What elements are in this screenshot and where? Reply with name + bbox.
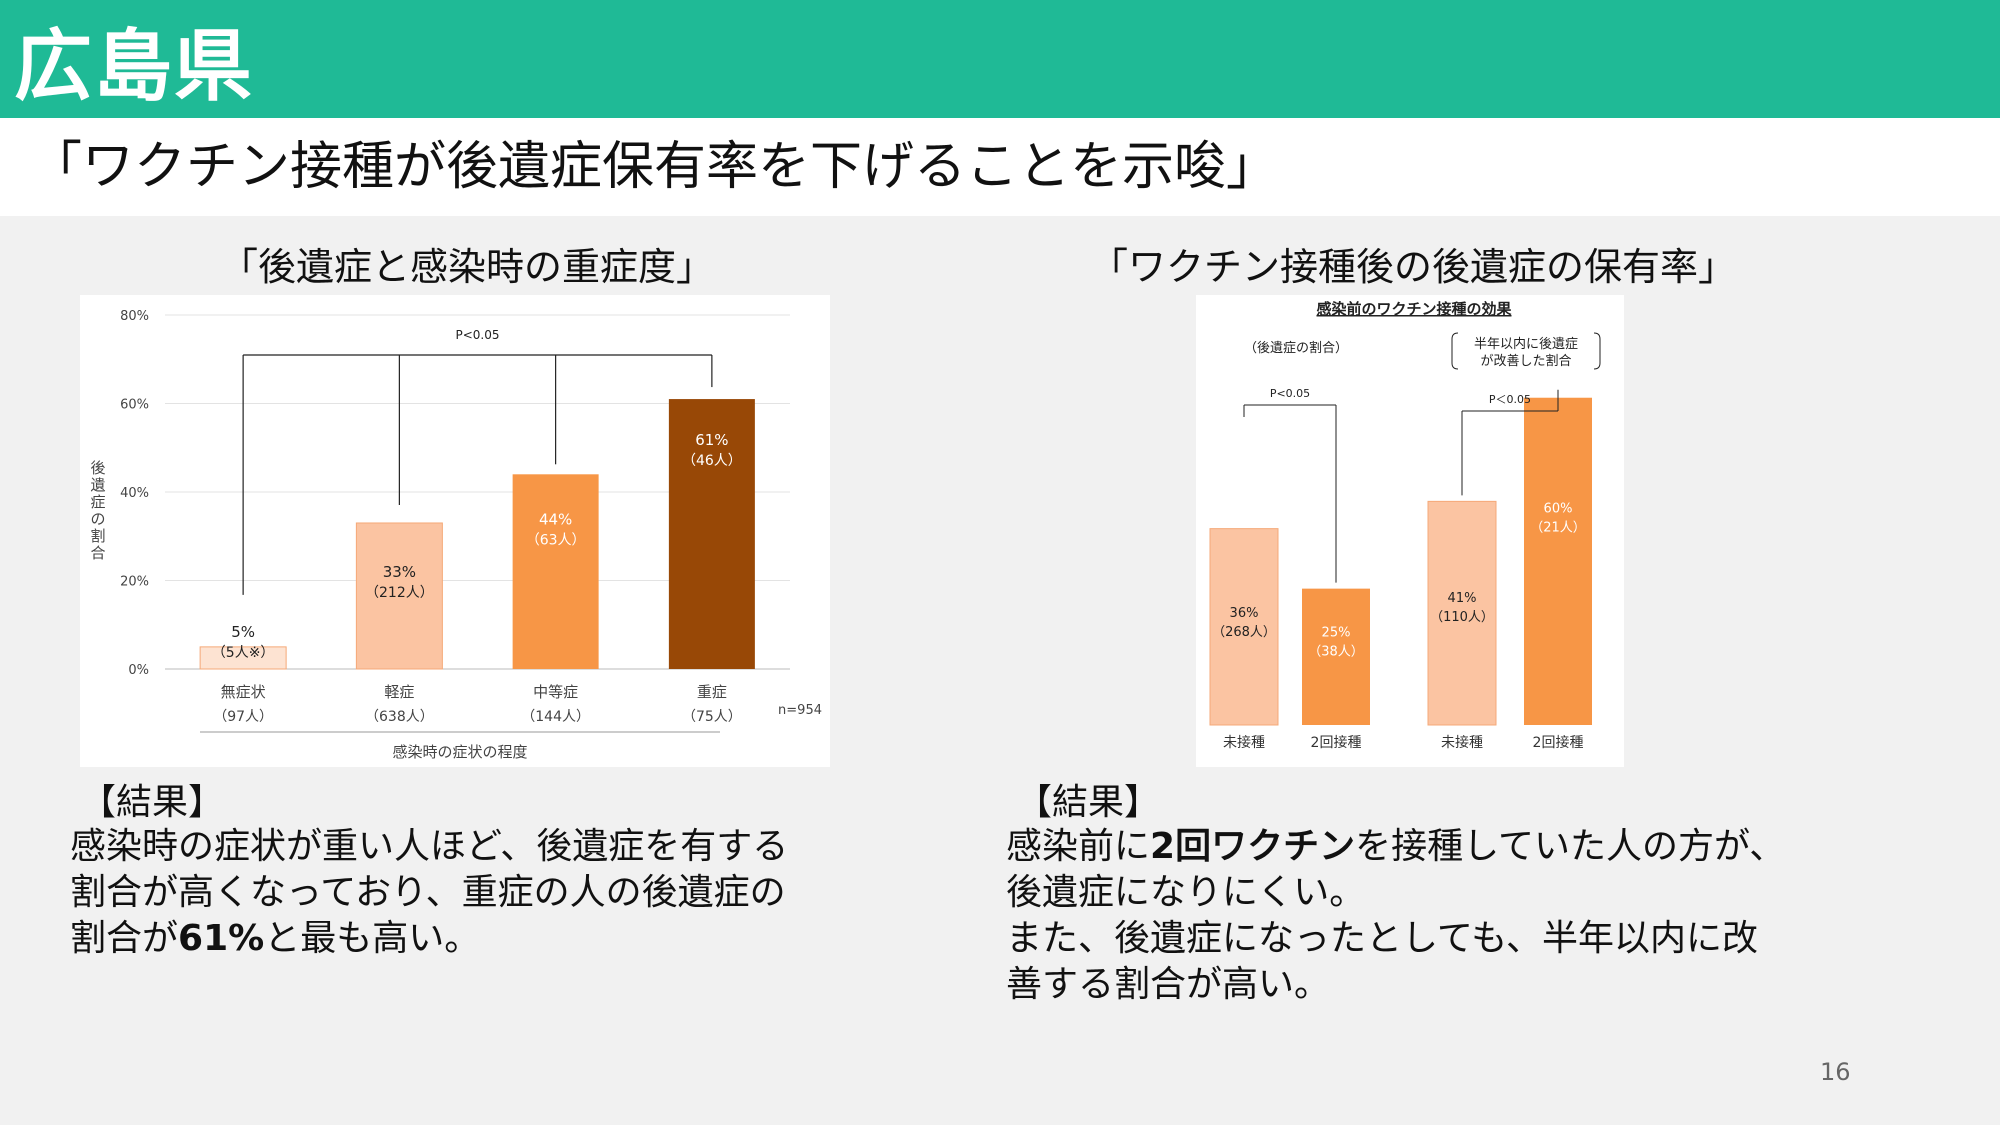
- c1-ylabel-char: 症: [90, 493, 105, 511]
- c1-ytick-label: 20%: [120, 575, 149, 590]
- slide-subtitle: 「ワクチン接種が後遺症保有率を下げることを示唆」: [30, 137, 1279, 197]
- c1-value-label: 33%: [383, 563, 416, 581]
- c2-value-label: 60%: [1544, 501, 1573, 516]
- c1-count-label: （5人※）: [212, 645, 275, 661]
- c2-bar-0-未接種: [1209, 528, 1279, 726]
- left-result-body: 感染時の症状が重い人ほど、後遺症を有する 割合が高くなっており、重症の人の後遺症…: [70, 824, 788, 962]
- right-result-line-3: また、後遺症になったとしても、半年以内に改: [1006, 918, 1759, 959]
- c2-group2-bracket-left: [1451, 332, 1459, 370]
- c1-p-value: P<0.05: [455, 328, 499, 342]
- c1-value-label: 5%: [231, 623, 255, 641]
- subtitle-band: [0, 118, 2000, 216]
- c1-ytick-label: 0%: [128, 663, 149, 678]
- c2-count-label: （21人）: [1530, 520, 1586, 535]
- c1-category-count: （75人）: [682, 709, 742, 725]
- right-result-body: 感染前に2回ワクチンを接種していた人の方が、 後遺症になりにくい。 また、後遺症…: [1006, 824, 1785, 1008]
- vaccine-chart: 感染前のワクチン接種の効果 （後遺症の割合） 半年以内に後遺症 が改善した割合 36%…: [1196, 295, 1624, 767]
- prefecture-title: 広島県: [14, 22, 255, 112]
- c1-value-label: 44%: [539, 510, 572, 528]
- c1-ytick-label: 40%: [120, 486, 149, 501]
- c2-value-label: 41%: [1448, 591, 1477, 606]
- left-result-line-3: 割合が61%と最も高い。: [70, 916, 788, 962]
- c1-ylabel-char: の: [90, 510, 105, 528]
- right-result-line-1-pre: 感染前に: [1006, 826, 1151, 867]
- c2-bar-1-2回接種: [1524, 397, 1592, 725]
- c2-significance-brackets: [1243, 389, 1559, 583]
- c1-bar-重症: [668, 399, 755, 669]
- left-panel-title: 「後遺症と感染時の重症度」: [220, 245, 715, 289]
- c1-count-label: （46人）: [682, 453, 742, 469]
- c2-value-label: 25%: [1322, 625, 1351, 640]
- c1-ylabel-char: 後: [90, 459, 105, 477]
- c2-title: 感染前のワクチン接種の効果: [1316, 300, 1512, 318]
- c1-category-label: 無症状: [221, 683, 266, 701]
- left-result-heading: 【結果】: [80, 782, 225, 823]
- c1-category-count: （638人）: [365, 709, 434, 725]
- c2-p-value: P＜0.05: [1489, 393, 1531, 406]
- c1-bar-無症状: [199, 646, 287, 670]
- right-panel-title: 「ワクチン接種後の後遺症の保有率」: [1090, 245, 1737, 289]
- c1-significance-brackets: [242, 354, 713, 595]
- c1-bar-中等症: [512, 474, 599, 669]
- c2-bar-0-2回接種: [1302, 588, 1370, 725]
- left-result-line-3-pre: 割合が: [70, 918, 179, 959]
- right-result-line-4: 善する割合が高い。: [1006, 964, 1331, 1005]
- c2-count-label: （38人）: [1308, 644, 1364, 659]
- c1-y-ticks: 0% 20% 40% 60% 80%: [120, 309, 149, 678]
- c1-category-label: 中等症: [533, 683, 578, 701]
- severity-chart-svg: 0% 20% 40% 60% 80% 5% （5人※） 無症状 （97人） 33% （212人） 軽…: [90, 309, 822, 761]
- c2-group2-label-line1: 半年以内に後遺症: [1474, 336, 1578, 352]
- c2-group2-bracket-right: [1593, 332, 1601, 370]
- c2-category-label: 未接種: [1223, 734, 1265, 751]
- c1-ytick-label: 80%: [120, 309, 149, 324]
- left-result-line-1: 感染時の症状が重い人ほど、後遺症を有する: [70, 826, 789, 867]
- c2-group2-label-line2: が改善した割合: [1480, 353, 1571, 369]
- c1-category-label: 重症: [697, 683, 727, 701]
- severity-chart: 0% 20% 40% 60% 80% 5% （5人※） 無症状 （97人） 33% （212人） 軽…: [80, 295, 830, 767]
- left-result-line-2: 割合が高くなっており、重症の人の後遺症の: [70, 872, 786, 913]
- c2-bars: [1209, 397, 1592, 726]
- right-result-line-1-post: を接種していた人の方が、: [1355, 826, 1786, 867]
- left-result-line-3-post: と最も高い。: [264, 918, 481, 959]
- c1-ylabel-char: 遺: [90, 476, 105, 494]
- c1-bar-軽症: [355, 522, 443, 670]
- header-bar: 広島県: [0, 0, 2000, 118]
- c1-category-label: 軽症: [384, 683, 414, 701]
- c1-count-label: （212人）: [365, 585, 434, 601]
- c1-ylabel-char: 合: [90, 544, 105, 562]
- c2-category-label: 未接種: [1441, 734, 1483, 751]
- c2-count-label: （110人）: [1430, 610, 1494, 625]
- c1-bars: [199, 399, 755, 670]
- c1-labels: 5% （5人※） 無症状 （97人） 33% （212人） 軽症 （638人） 44% （63人）…: [90, 328, 822, 761]
- c1-xlabel: 感染時の症状の程度: [392, 743, 527, 761]
- c2-labels: 36% （268人） 未接種 25% （38人） 2回接種 P<0.05 41% （110人） 未…: [1212, 387, 1586, 751]
- right-result-line-1: 感染前に2回ワクチンを接種していた人の方が、: [1006, 824, 1785, 870]
- page-number: 16: [1820, 1058, 1851, 1086]
- c2-bar-1-未接種: [1427, 500, 1497, 726]
- c1-value-label: 61%: [695, 431, 728, 449]
- c2-category-label: 2回接種: [1311, 734, 1362, 751]
- c1-n-note: n=954: [778, 703, 822, 718]
- c1-category-count: （144人）: [521, 709, 590, 725]
- c1-count-label: （63人）: [526, 532, 586, 548]
- right-result-highlight: 2回ワクチン: [1150, 826, 1356, 867]
- c1-ytick-label: 60%: [120, 398, 149, 413]
- c2-group1-label: （後遺症の割合）: [1244, 340, 1348, 356]
- c2-p-value: P<0.05: [1270, 387, 1310, 400]
- c1-category-count: （97人）: [213, 709, 273, 725]
- c2-category-label: 2回接種: [1533, 734, 1584, 751]
- c2-count-label: （268人）: [1212, 625, 1276, 640]
- right-result-line-2: 後遺症になりにくい。: [1006, 872, 1366, 913]
- c1-ylabel-char: 割: [90, 527, 105, 545]
- c2-value-label: 36%: [1230, 606, 1259, 621]
- right-result-heading: 【結果】: [1016, 782, 1161, 823]
- left-result-highlight: 61%: [178, 918, 265, 959]
